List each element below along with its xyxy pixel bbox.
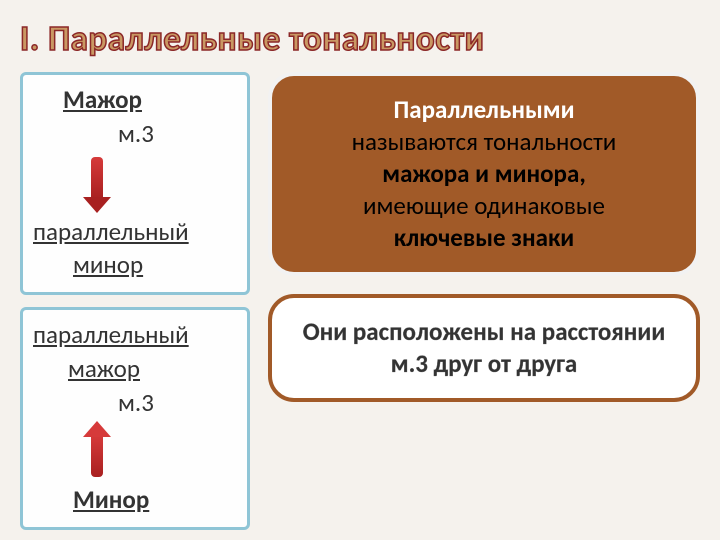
definition-callout: Параллельными называются тональности маж…	[268, 72, 700, 276]
def-bold-1: мажора и минора,	[382, 158, 586, 189]
left-column: Мажор м.3 параллельный минор параллельны…	[20, 72, 250, 530]
distance-text: Они расположены на расстоянии м.3 друг о…	[303, 316, 665, 379]
def-text-2: имеющие одинаковые	[363, 190, 605, 221]
parallel-text: параллельный	[33, 318, 237, 352]
page-title: I. Параллельные тональности	[20, 18, 700, 60]
minor-label: минор	[73, 248, 237, 282]
arrow-up-icon	[33, 419, 237, 483]
right-column: Параллельными называются тональности маж…	[268, 72, 700, 530]
arrow-down-icon	[33, 151, 237, 215]
interval-label: м.3	[118, 117, 237, 151]
major-label: Мажор	[63, 83, 237, 117]
def-bold-2: ключевые знаки	[394, 222, 574, 253]
box-minor-to-major: параллельный мажор м.3 Минор	[20, 307, 250, 530]
lead-word: Параллельными	[393, 94, 574, 125]
content-row: Мажор м.3 параллельный минор параллельны…	[20, 72, 700, 530]
box-major-to-minor: Мажор м.3 параллельный минор	[20, 72, 250, 295]
minor-label: Минор	[73, 483, 237, 517]
distance-callout: Они расположены на расстоянии м.3 друг о…	[268, 294, 700, 402]
interval-label: м.3	[118, 386, 237, 420]
parallel-text: параллельный	[33, 215, 237, 249]
major-label: мажор	[68, 352, 237, 386]
def-text-1: называются тональности	[352, 126, 617, 157]
